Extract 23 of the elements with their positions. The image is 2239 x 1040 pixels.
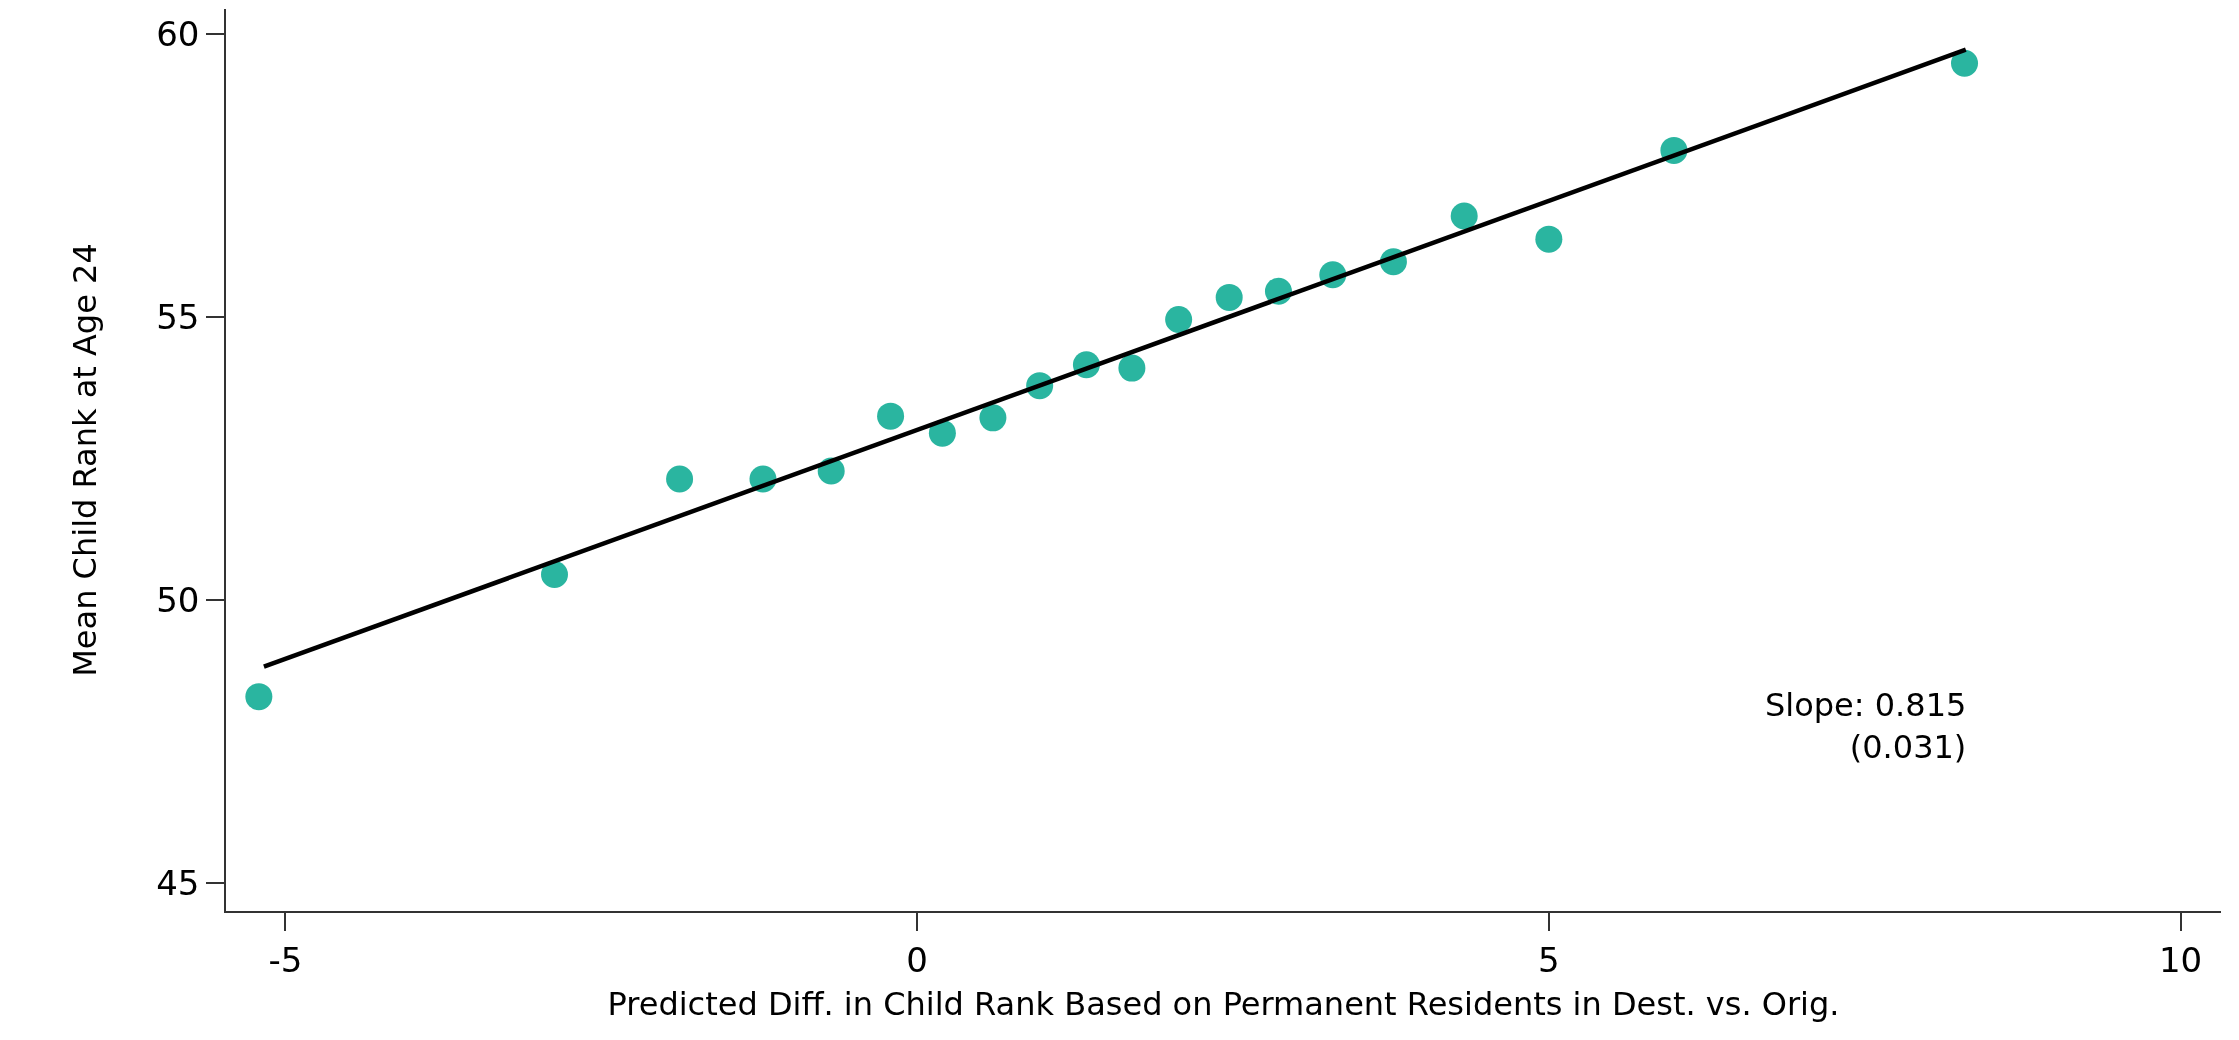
- x-axis-title: Predicted Diff. in Child Rank Based on Permanent Residents in Dest. vs. Orig.: [607, 984, 1840, 1023]
- x-tick-label: -5: [268, 939, 303, 980]
- point: [1450, 202, 1478, 230]
- x-tick-label: 10: [2158, 939, 2203, 980]
- point: [541, 561, 568, 589]
- point: [1951, 49, 1979, 77]
- point: [928, 419, 956, 447]
- point: [245, 683, 273, 711]
- y-tick-label: 55: [156, 297, 200, 338]
- y-tick-label: 60: [156, 14, 200, 55]
- point: [1118, 354, 1146, 382]
- point: [1165, 305, 1193, 333]
- y-tick-label: 50: [156, 579, 200, 620]
- point: [877, 402, 905, 430]
- annotation: Slope: 0.815 (0.031): [1765, 686, 1967, 766]
- y-tick-label: 45: [156, 862, 200, 903]
- point: [1215, 283, 1243, 311]
- point: [979, 404, 1007, 432]
- x-tick-label: 5: [1538, 939, 1560, 980]
- x-tick-label: 0: [906, 939, 928, 980]
- y-axis-title: Mean Child Rank at Age 24: [65, 243, 104, 677]
- point: [1535, 225, 1563, 253]
- point: [666, 465, 694, 493]
